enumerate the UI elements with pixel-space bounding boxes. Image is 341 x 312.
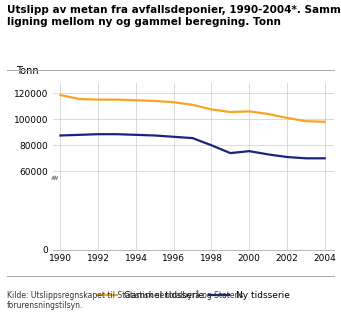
Line: Gammel tidsserie: Gammel tidsserie [60,95,325,122]
Gammel tidsserie [115,98,119,101]
Gammel tidsserie [228,110,232,114]
Ny tidsserie [172,135,176,139]
Ny tidsserie [323,156,327,160]
Gammel tidsserie [153,99,157,103]
Ny tidsserie [77,133,81,137]
Gammel tidsserie [58,93,62,97]
Text: Tonn: Tonn [16,66,39,76]
Gammel tidsserie [77,97,81,101]
Gammel tidsserie [285,116,289,120]
Legend: Gammel tidsserie, Ny tidsserie: Gammel tidsserie, Ny tidsserie [97,291,290,300]
Ny tidsserie [58,134,62,137]
Gammel tidsserie [247,110,251,113]
Ny tidsserie [304,156,308,160]
Ny tidsserie [247,149,251,153]
Gammel tidsserie [209,108,213,111]
Ny tidsserie [285,155,289,159]
Ny tidsserie [96,132,100,136]
Ny tidsserie [209,144,213,147]
Ny tidsserie [228,151,232,155]
Text: Utslipp av metan fra avfallsdeponier, 1990-2004*. Sammen-
ligning mellom ny og g: Utslipp av metan fra avfallsdeponier, 19… [7,5,341,27]
Ny tidsserie [191,136,195,140]
Gammel tidsserie [191,103,195,107]
Gammel tidsserie [96,98,100,101]
Ny tidsserie [266,153,270,156]
Ny tidsserie [153,134,157,137]
Ny tidsserie [134,133,138,137]
Gammel tidsserie [266,112,270,116]
Gammel tidsserie [134,98,138,102]
Polygon shape [52,176,58,180]
Text: Kilde: Utslippsregnskapet til Statistisk sentralbyrå og Statens
forurensningstil: Kilde: Utslippsregnskapet til Statistisk… [7,290,243,310]
Gammel tidsserie [323,120,327,124]
Line: Ny tidsserie: Ny tidsserie [60,134,325,158]
Gammel tidsserie [304,119,308,123]
Gammel tidsserie [172,100,176,104]
Ny tidsserie [115,132,119,136]
